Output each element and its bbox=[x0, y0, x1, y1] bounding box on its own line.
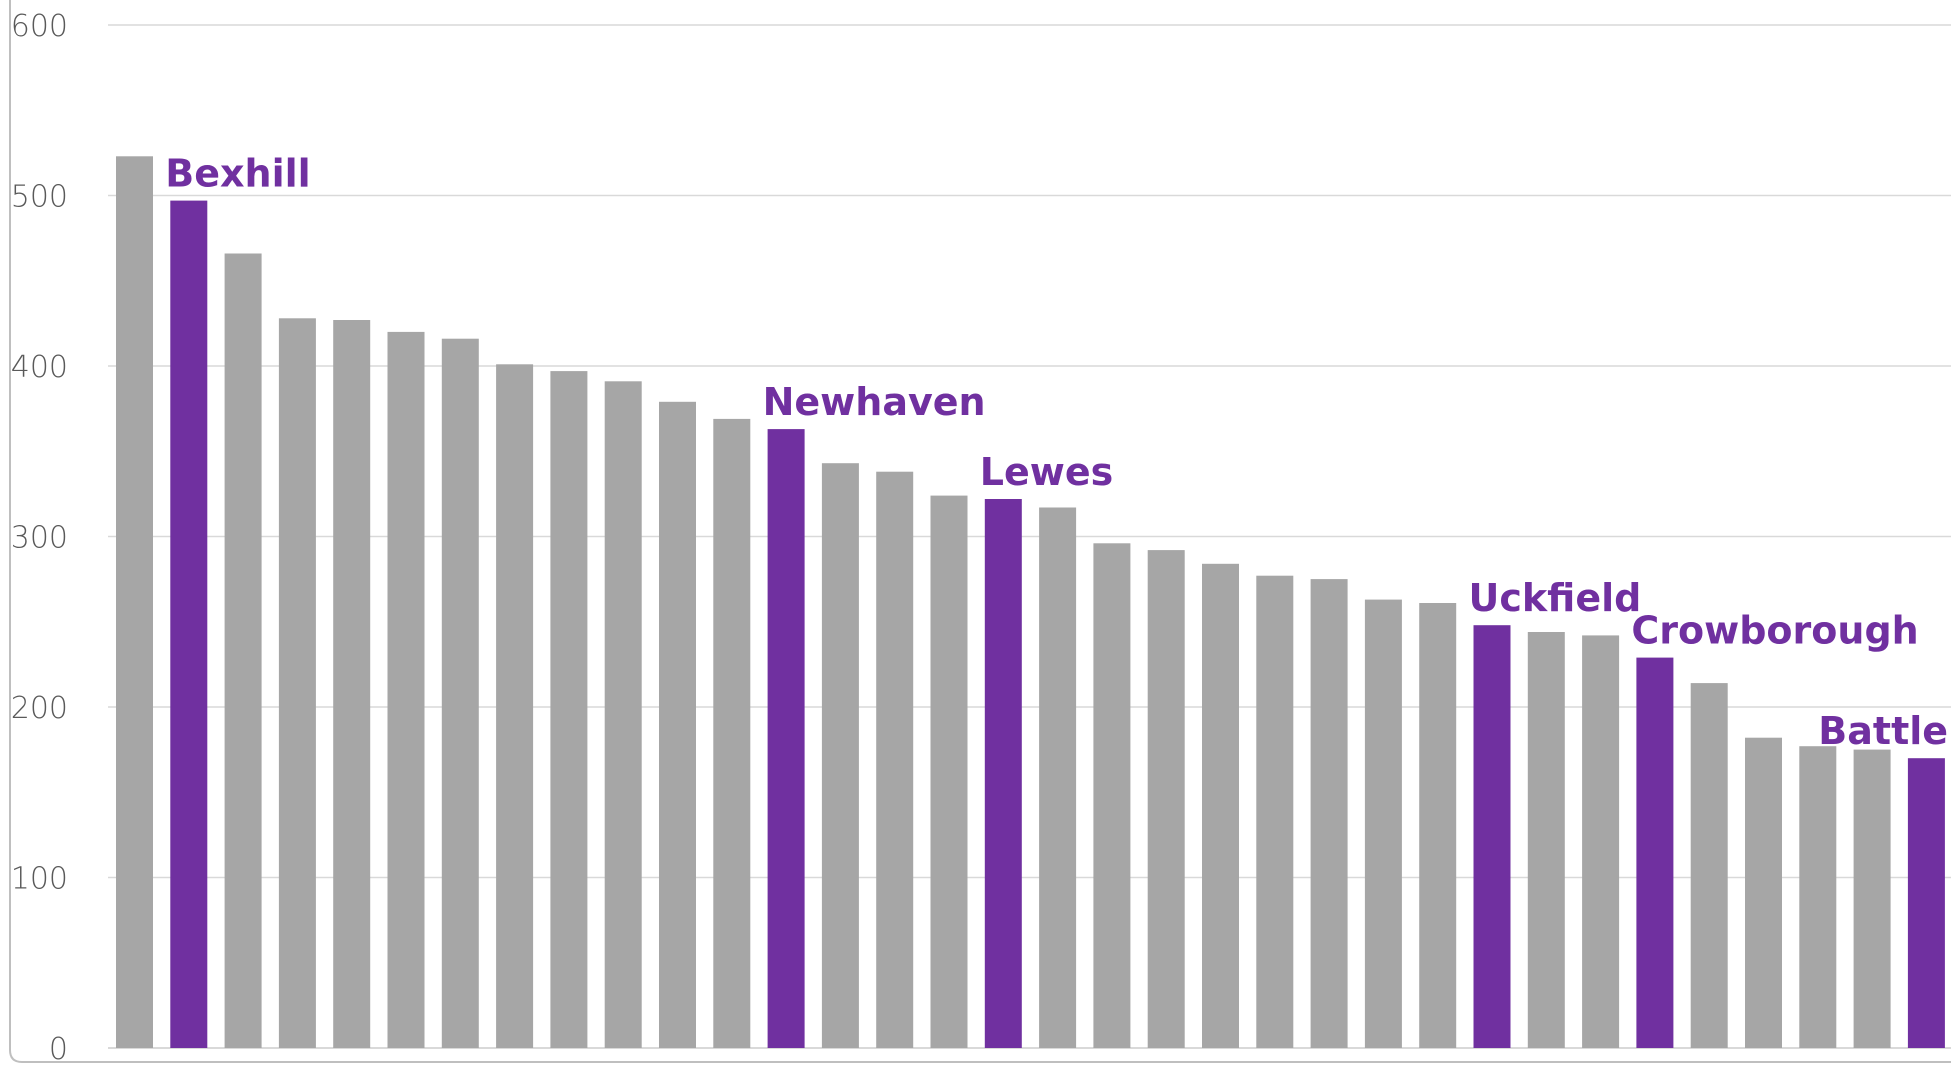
bar bbox=[1582, 635, 1620, 1048]
bar bbox=[1853, 749, 1891, 1048]
bar bbox=[659, 401, 696, 1048]
y-axis-tick-labels: 0 100 200 300 400 500 600 bbox=[11, 9, 68, 1067]
bar bbox=[1799, 746, 1837, 1048]
bar bbox=[496, 364, 534, 1048]
gridlines bbox=[108, 24, 1951, 1049]
bar bbox=[821, 463, 859, 1048]
bar bbox=[1527, 632, 1565, 1048]
bar bbox=[1364, 599, 1402, 1048]
bar bbox=[441, 338, 479, 1048]
bar bbox=[1419, 603, 1457, 1048]
y-tick-label: 600 bbox=[11, 9, 68, 44]
data-label: Crowborough bbox=[1631, 609, 1918, 653]
bar-highlighted bbox=[1907, 758, 1945, 1048]
bar bbox=[278, 318, 316, 1048]
bar bbox=[604, 381, 642, 1048]
bar bbox=[1147, 550, 1185, 1048]
bar bbox=[387, 331, 425, 1048]
y-tick-label: 100 bbox=[11, 862, 68, 897]
bar bbox=[1690, 683, 1728, 1048]
data-label: Battle bbox=[1818, 709, 1948, 753]
bar-highlighted bbox=[1636, 657, 1674, 1048]
y-tick-label: 400 bbox=[11, 350, 68, 385]
bar bbox=[1310, 579, 1348, 1048]
bar bbox=[116, 156, 153, 1049]
bar bbox=[550, 371, 588, 1049]
bar-highlighted bbox=[984, 499, 1022, 1048]
bar bbox=[1256, 575, 1294, 1048]
bar-highlighted bbox=[170, 200, 208, 1049]
data-label: Newhaven bbox=[763, 380, 986, 424]
bars bbox=[116, 156, 1945, 1049]
y-tick-label: 300 bbox=[11, 521, 68, 556]
y-tick-label: 0 bbox=[49, 1032, 68, 1067]
data-label: Lewes bbox=[980, 450, 1113, 494]
bar bbox=[224, 253, 262, 1048]
bar bbox=[1745, 737, 1782, 1048]
bar bbox=[1202, 563, 1239, 1048]
bar bbox=[333, 320, 371, 1048]
chart-border bbox=[9, 0, 1951, 1063]
data-label: Uckfield bbox=[1469, 576, 1642, 620]
y-tick-label: 200 bbox=[11, 691, 68, 726]
bar bbox=[1093, 543, 1131, 1048]
data-label: Bexhill bbox=[165, 152, 310, 196]
bar bbox=[930, 495, 968, 1049]
bar-highlighted bbox=[1473, 625, 1511, 1048]
bar-highlighted bbox=[767, 429, 805, 1049]
y-tick-label: 500 bbox=[11, 180, 68, 215]
bar bbox=[713, 418, 751, 1048]
bar bbox=[1039, 507, 1077, 1048]
bar bbox=[876, 471, 914, 1048]
